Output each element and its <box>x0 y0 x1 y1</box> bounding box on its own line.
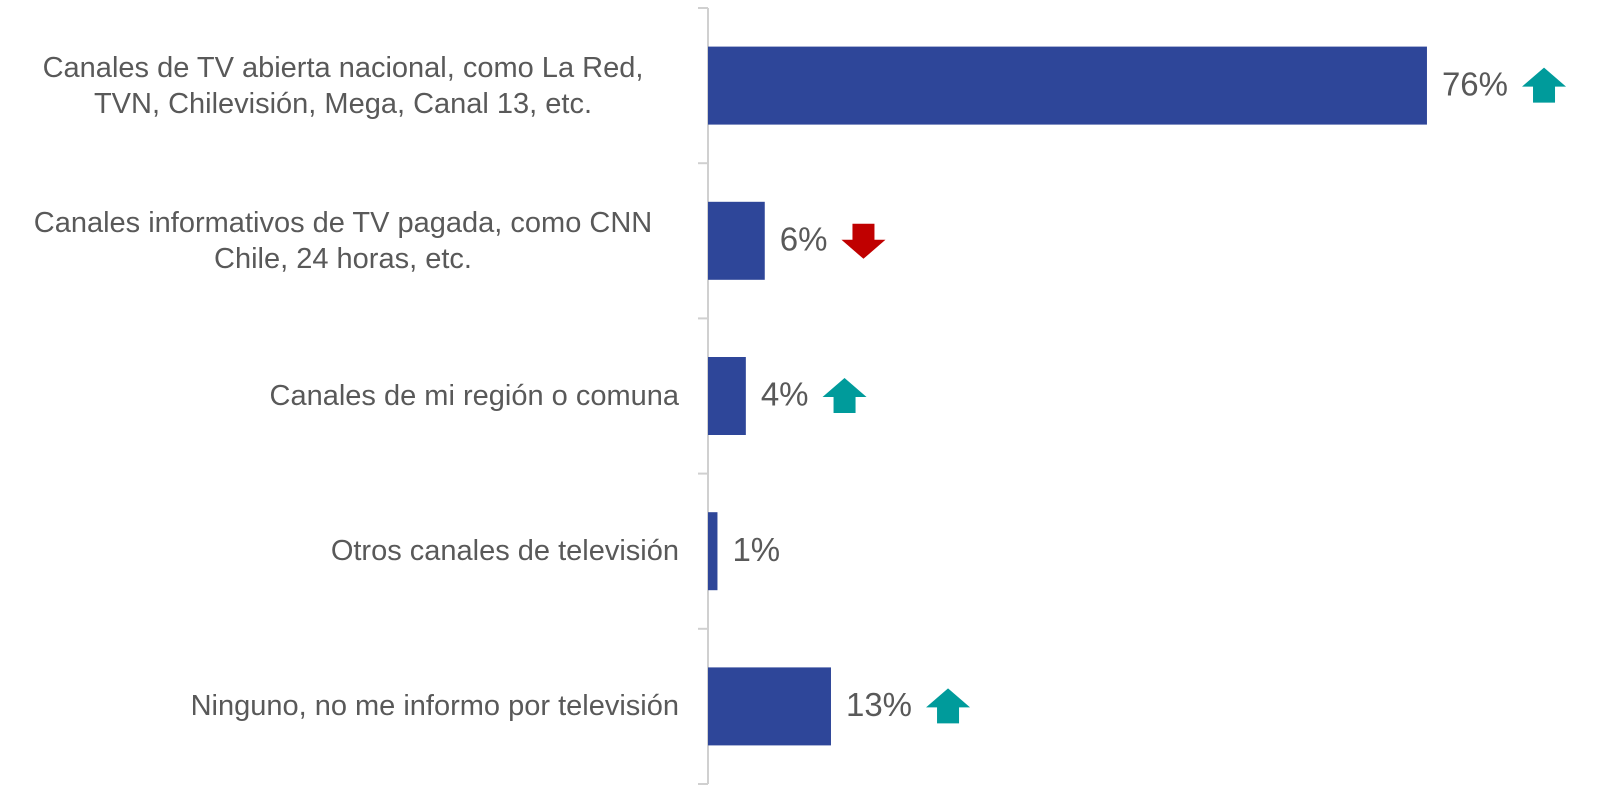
category-label-box: Canales informativos de TV pagada, como … <box>0 181 679 301</box>
category-label-box: Ninguno, no me informo por televisión <box>0 646 679 766</box>
bar <box>708 667 831 746</box>
category-label: Canales informativos de TV pagada, como … <box>33 206 653 275</box>
category-label: Ninguno, no me informo por televisión <box>190 690 679 723</box>
value-label: 6% <box>780 221 828 258</box>
bar <box>708 46 1427 125</box>
bar <box>708 357 746 435</box>
trend-up-icon <box>822 378 867 413</box>
trend-down-icon <box>841 223 886 259</box>
category-label-box: Otros canales de televisión <box>0 491 679 611</box>
value-label: 76% <box>1442 65 1508 102</box>
bar <box>708 512 718 591</box>
category-label-box: Canales de mi región o comuna <box>0 336 679 456</box>
value-label: 4% <box>761 376 809 413</box>
category-label-box: Canales de TV abierta nacional, como La … <box>0 26 679 146</box>
trend-up-icon <box>1522 67 1567 103</box>
value-label: 13% <box>846 686 912 723</box>
value-label: 1% <box>732 531 780 568</box>
bar <box>708 201 765 280</box>
category-label: Canales de mi región o comuna <box>269 380 679 412</box>
category-label: Canales de TV abierta nacional, como La … <box>42 51 644 120</box>
trend-up-icon <box>926 688 971 724</box>
category-label: Otros canales de televisión <box>330 535 679 568</box>
